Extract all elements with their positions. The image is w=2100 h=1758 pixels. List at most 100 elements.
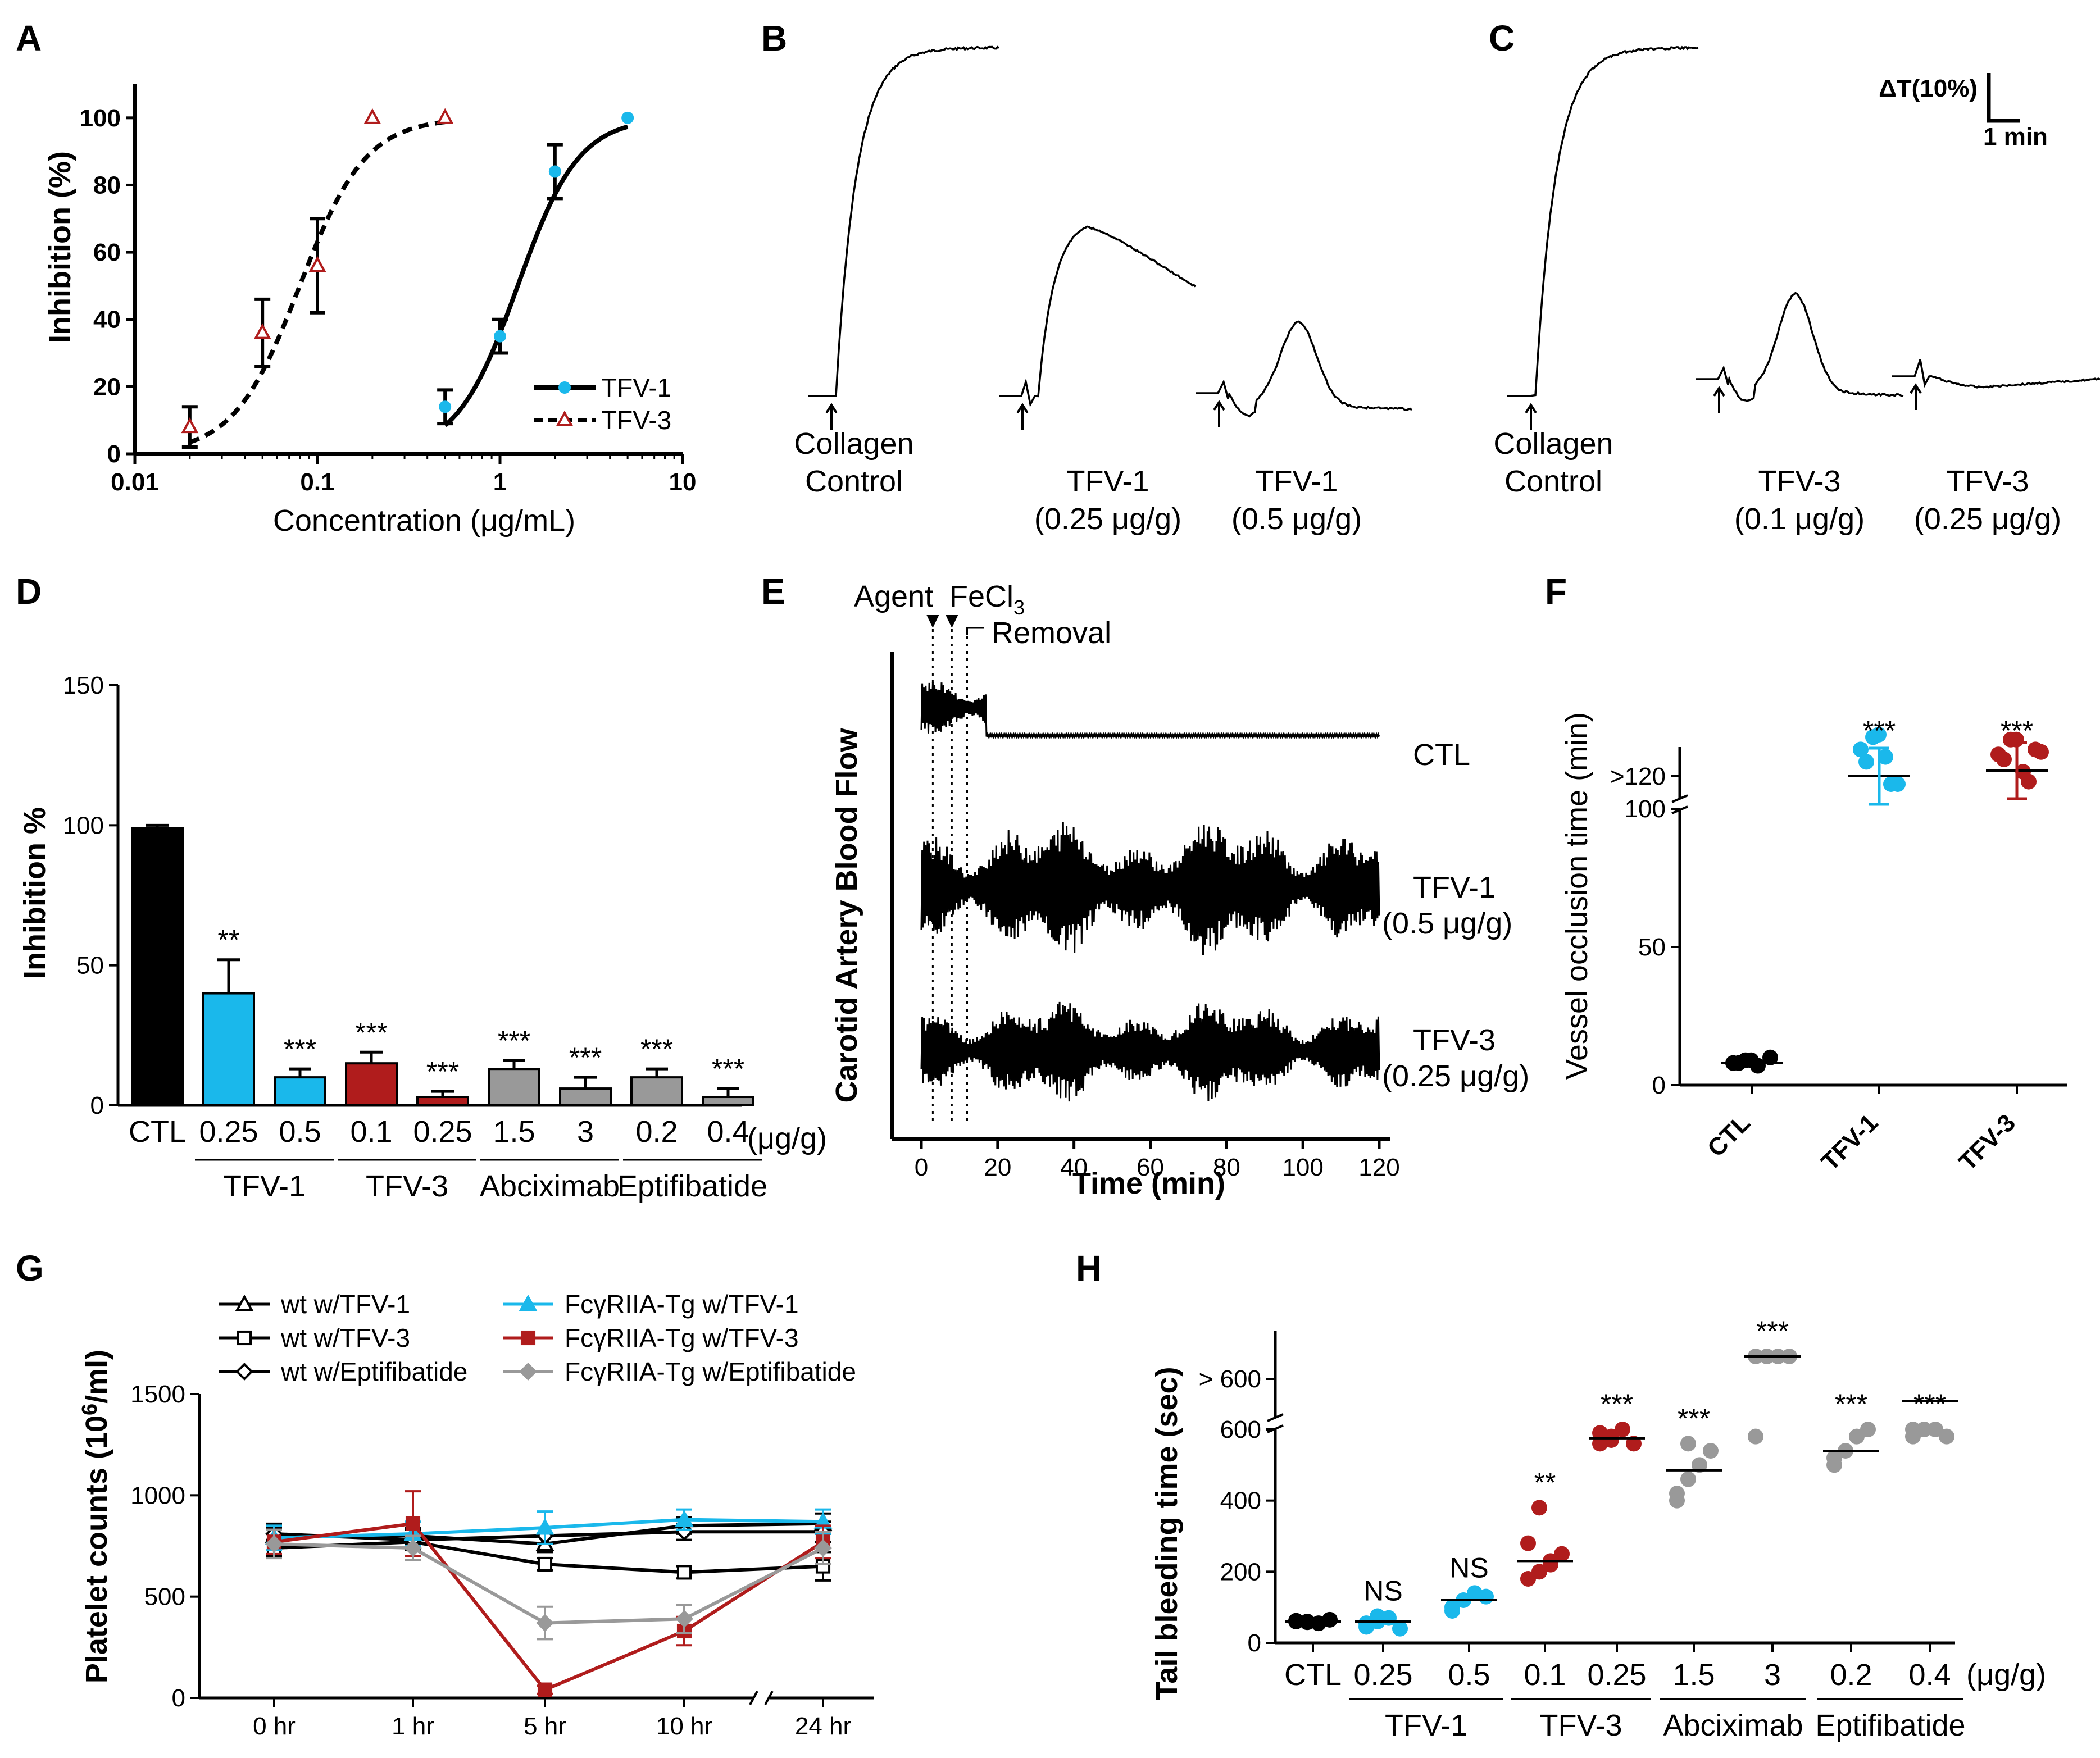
h-point-5 <box>1692 1457 1707 1473</box>
d-errorbar-2 <box>289 1067 311 1078</box>
f-y-tick-label: 50 <box>1638 933 1666 961</box>
h-point-4 <box>1603 1432 1619 1448</box>
e-event-arrowhead-0 <box>926 615 939 628</box>
h-point-2 <box>1444 1603 1460 1619</box>
e-event-fecl3: FeCl3 <box>949 580 1025 619</box>
h-point-5 <box>1669 1492 1685 1509</box>
h-group-label-2: Abciximab <box>1663 1709 1803 1742</box>
d-category-label-6: 3 <box>577 1115 594 1149</box>
f-sd-bar-2 <box>2007 741 2027 800</box>
panel-label-f: F <box>1545 571 1567 612</box>
f-significance-2: *** <box>2001 715 2033 746</box>
d-bar-1 <box>202 992 255 1106</box>
d-y-tick-label: 100 <box>63 812 104 839</box>
g-legend-label-2: wt w/Eptifibatide <box>280 1357 467 1386</box>
c-caption-1-line2: Control <box>1504 464 1602 498</box>
g-y-label-end: /ml) <box>80 1350 113 1404</box>
g-series <box>265 1490 833 1697</box>
panel-e-chart: Carotid Artery Blood Flow Time (min) 0 20… <box>830 580 1529 1200</box>
d-bar-4 <box>416 1096 469 1107</box>
d-y-tick-label: 50 <box>76 952 104 980</box>
h-significance-8: *** <box>1913 1388 1946 1420</box>
g-marker-1 <box>676 1565 692 1580</box>
c-trace-tfv3-025-arrow <box>1910 383 1922 410</box>
h-point-4 <box>1626 1436 1642 1452</box>
g-legend-marker-3 <box>519 1294 538 1311</box>
f-point-1 <box>1853 741 1869 758</box>
b-caption-2-line2: (0.25 μg/g) <box>1034 502 1181 536</box>
c-trace-control <box>1507 45 1699 397</box>
h-category-label-1: 0.25 <box>1353 1658 1412 1692</box>
g-marker-5 <box>265 1535 283 1553</box>
g-y-tick-label: 0 <box>172 1684 185 1712</box>
g-marker-5 <box>536 1614 554 1632</box>
h-group-label-3: Eptifibatide <box>1815 1709 1965 1742</box>
d-bar-3 <box>345 1062 398 1106</box>
e-x-label: Time (min) <box>1072 1167 1225 1200</box>
f-y-tick-label-top: >120 <box>1610 763 1666 790</box>
d-significance-1: ** <box>218 924 240 956</box>
b-trace-tfv1-05-arrow <box>1213 400 1225 427</box>
b-caption-1-line2: Control <box>805 464 903 498</box>
a-point-tfv1 <box>494 330 506 343</box>
h-y-tick-label: 600 <box>1220 1416 1261 1443</box>
h-point-5 <box>1680 1436 1696 1452</box>
g-marker-3 <box>675 1510 694 1527</box>
f-significance-1: *** <box>1863 715 1896 746</box>
g-legend-marker-0 <box>235 1294 254 1311</box>
f-point-2 <box>2021 773 2037 790</box>
d-group-label-0: TFV-1 <box>223 1169 306 1203</box>
d-unit-label: (μg/g) <box>747 1122 827 1155</box>
g-y-tick-label: 1500 <box>130 1381 185 1408</box>
a-point-tfv3 <box>363 108 381 124</box>
g-legend-marker-5 <box>519 1363 537 1381</box>
g-legend-marker-4 <box>520 1330 536 1346</box>
a-legend-tfv1: TFV-1 <box>601 373 671 402</box>
d-bar-0 <box>131 827 184 1106</box>
d-significance-7: *** <box>640 1033 673 1065</box>
f-y-tick-label: 100 <box>1625 795 1666 823</box>
c-caption-2-line1: TFV-3 <box>1758 464 1840 498</box>
c-scalebar-y: ΔT(10%) <box>1879 75 1978 102</box>
h-y-tick-label-top: > 600 <box>1199 1365 1261 1393</box>
panel-f-chart: Vessel occlusion time (min) 0 50 100 >120 CT… <box>1560 712 2067 1176</box>
d-significance-2: *** <box>284 1033 316 1065</box>
f-point-0 <box>1762 1049 1778 1065</box>
d-category-label-4: 0.25 <box>413 1115 472 1149</box>
e-trace-label-ctl: CTL <box>1413 738 1470 772</box>
b-trace-tfv1-05 <box>1196 320 1413 418</box>
a-point-tfv1 <box>548 165 561 178</box>
d-category-label-8: 0.4 <box>707 1115 749 1149</box>
e-removal-bracket <box>966 627 984 635</box>
h-significance-6: *** <box>1756 1315 1789 1347</box>
e-x-tick-label: 60 <box>1137 1154 1164 1181</box>
e-event-fecl3-main: FeCl <box>949 580 1013 613</box>
d-bar-6 <box>559 1087 612 1106</box>
h-point-7 <box>1860 1422 1876 1437</box>
e-trace-ctl <box>920 681 1380 739</box>
g-x-tick-label-0: 0 hr <box>253 1713 296 1740</box>
g-x-tick-label-3: 10 hr <box>656 1713 712 1740</box>
g-y-tick-label: 1000 <box>130 1482 185 1509</box>
d-group-label-2: Abciximab <box>480 1169 620 1203</box>
h-y-label: Tail bleeding time (sec) <box>1150 1367 1184 1700</box>
g-marker-5 <box>404 1539 422 1557</box>
d-errorbar-6 <box>574 1076 597 1089</box>
d-significance-3: *** <box>355 1017 388 1048</box>
c-trace-tfv3-01 <box>1696 292 1904 402</box>
h-significance-1: NS <box>1363 1575 1402 1607</box>
panel-label-d: D <box>16 571 42 612</box>
g-y-tick-label: 500 <box>144 1583 185 1611</box>
d-errorbar-7 <box>646 1067 668 1078</box>
a-x-tick-label: 1 <box>493 468 507 496</box>
e-x-tick-label: 0 <box>915 1154 928 1181</box>
b-caption-1-line1: Collagen <box>794 427 913 461</box>
c-scalebar-x: 1 min <box>1983 123 2048 151</box>
c-trace-control-arrow <box>1525 403 1537 430</box>
h-point-3 <box>1531 1500 1547 1516</box>
c-caption-1-line1: Collagen <box>1493 427 1613 461</box>
d-significance-6: *** <box>569 1042 602 1073</box>
a-y-tick-label: 80 <box>93 171 121 199</box>
a-y-tick-label: 20 <box>93 373 121 400</box>
